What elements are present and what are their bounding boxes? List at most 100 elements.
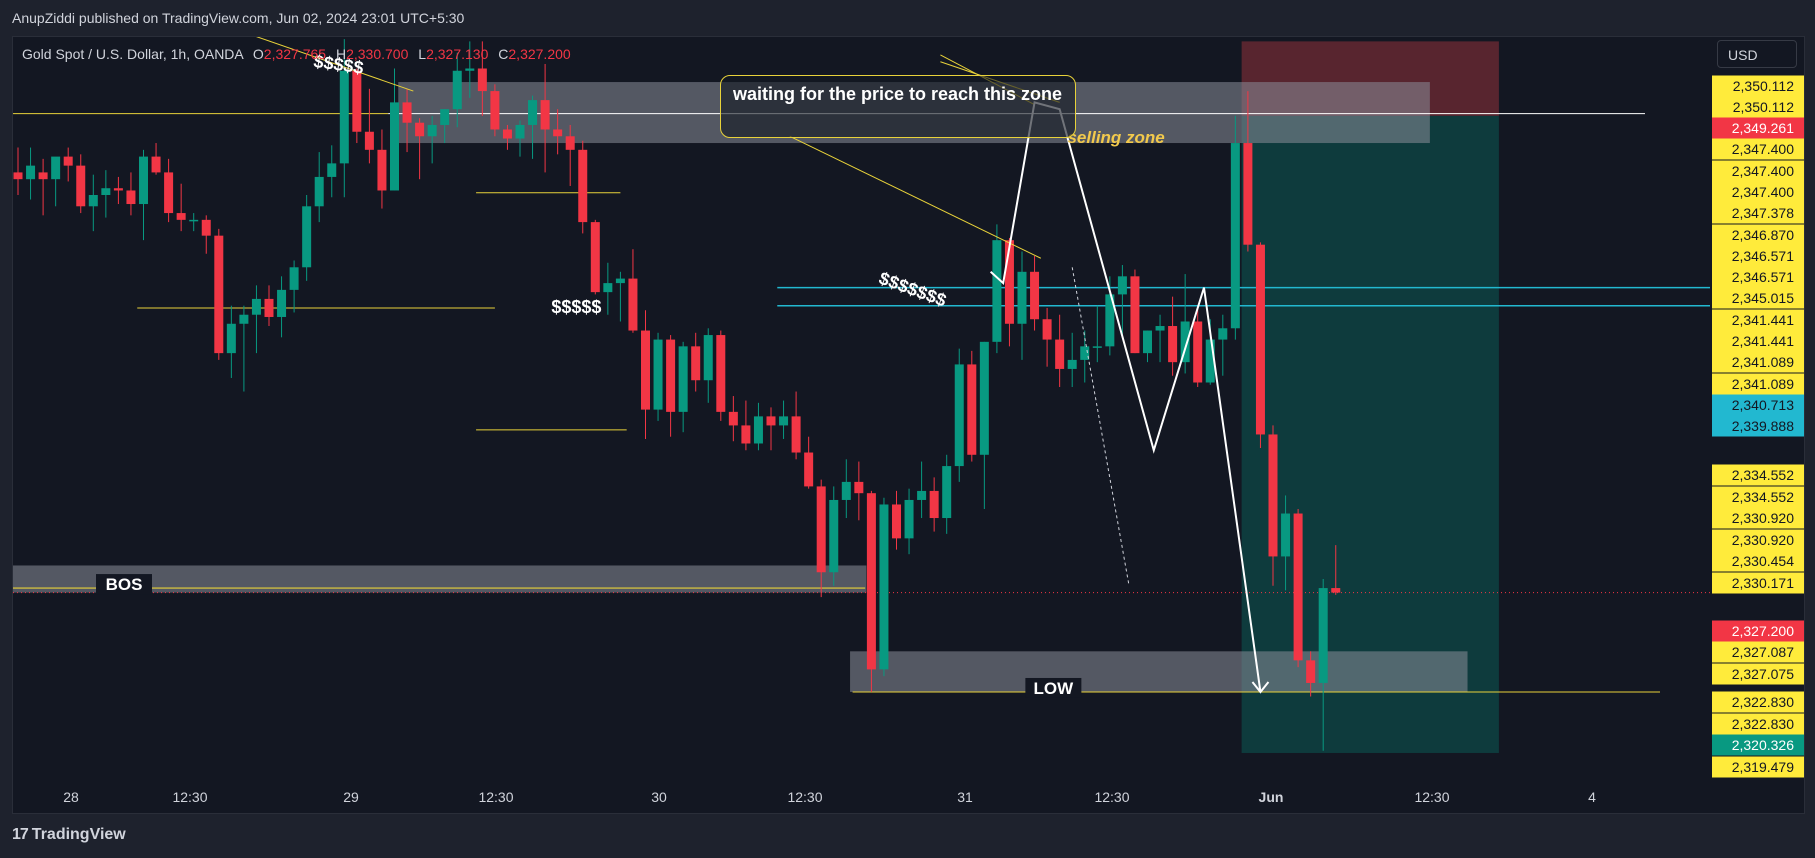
candle-body (1080, 346, 1090, 360)
price-label: 2,350.112 (1733, 78, 1794, 94)
candle-body (302, 206, 312, 268)
price-label-bg (1712, 620, 1804, 642)
price-label-bg (1712, 117, 1804, 139)
close-label: C (498, 46, 509, 62)
bos-label-bg (96, 574, 152, 595)
candle-body (1092, 346, 1102, 348)
tradingview-logo-icon: 17 (12, 826, 29, 843)
price-label: 2,339.888 (1732, 418, 1794, 434)
price-label: 2,330.920 (1732, 510, 1794, 526)
candle-body (1193, 321, 1203, 383)
symbol-legend[interactable]: Gold Spot / U.S. Dollar, 1h, OANDA O2,32… (22, 46, 571, 62)
price-label-bg (1712, 486, 1804, 508)
candle-body (528, 100, 538, 125)
candle-body (653, 339, 663, 410)
x-tick-label: 31 (957, 789, 973, 805)
candle-body (917, 490, 927, 500)
symbol-name[interactable]: Gold Spot / U.S. Dollar, 1h, OANDA (22, 46, 243, 62)
projected-path-arrow (1251, 681, 1270, 694)
candle-body (892, 504, 901, 539)
price-label: 2,327.200 (1732, 623, 1794, 639)
candle-body (490, 91, 500, 130)
low-label: LOW (1034, 679, 1075, 698)
price-label-bg (1712, 181, 1804, 203)
candle-body (1168, 326, 1178, 363)
price-label: 2,347.378 (1732, 205, 1794, 221)
price-label: 2,350.112 (1733, 99, 1794, 115)
price-label: 2,347.400 (1732, 141, 1794, 157)
price-label-bg (1712, 138, 1804, 160)
price-label: 2,334.552 (1732, 467, 1794, 483)
x-tick-label: 29 (343, 789, 359, 805)
candle-body (201, 219, 211, 236)
currency-button[interactable]: USD (1717, 40, 1797, 68)
candle-body (390, 102, 399, 191)
candle-body (578, 149, 588, 223)
low-label-bg (1025, 677, 1082, 698)
candle-body (1293, 513, 1303, 661)
candle-body (716, 335, 726, 412)
candle-body (1331, 588, 1341, 593)
open-value: 2,327.765 (263, 46, 327, 62)
candle-body (1243, 143, 1253, 245)
candle-body (1117, 276, 1127, 295)
candle-body (753, 416, 763, 444)
candle-body (264, 298, 274, 317)
candle-body (88, 194, 98, 207)
price-label-bg (1712, 245, 1804, 267)
price-label-bg (1712, 287, 1804, 309)
price-label: 2,330.171 (1732, 575, 1794, 591)
candle-body (1318, 588, 1328, 683)
candle-body (314, 176, 324, 207)
price-label: 2,322.830 (1732, 716, 1794, 732)
price-label: 2,341.441 (1732, 333, 1794, 349)
candle-body (1306, 660, 1316, 683)
price-label: 2,330.920 (1732, 532, 1794, 548)
candle-body (854, 481, 864, 494)
candle-body (440, 109, 450, 125)
candle-body (251, 298, 261, 315)
high-value: 2,330.700 (346, 46, 409, 62)
price-label: 2,340.713 (1732, 397, 1794, 413)
candle-body (26, 165, 36, 180)
low-value: 2,327.130 (426, 46, 489, 62)
price-label-bg (1712, 550, 1804, 572)
candle-body (38, 172, 48, 180)
x-tick-label: 12:30 (1414, 789, 1449, 805)
candle-body (703, 335, 713, 381)
candle-body (139, 156, 148, 205)
annotation-note[interactable]: waiting for the price to reach this zone (720, 75, 1076, 138)
candle-body (628, 278, 638, 331)
candle-body (1268, 434, 1278, 557)
candle-body (590, 222, 600, 293)
x-tick-label: Jun (1259, 789, 1284, 805)
selling-zone-label: selling zone (1067, 128, 1164, 147)
candle-body (352, 70, 362, 132)
candle-body (1155, 326, 1165, 331)
candle-body (1143, 330, 1152, 354)
candle-body (779, 416, 789, 426)
target-zone (1241, 115, 1499, 753)
price-label: 2,345.015 (1732, 290, 1794, 306)
candle-body (728, 411, 738, 426)
candle-body (126, 190, 136, 205)
price-label-bg (1712, 464, 1804, 486)
price-label: 2,341.089 (1732, 376, 1794, 392)
bos-label: BOS (106, 575, 143, 594)
tradingview-logo[interactable]: 17 TradingView (12, 826, 126, 844)
candle-body (1205, 339, 1215, 383)
price-label: 2,347.400 (1732, 163, 1794, 179)
price-label: 2,341.441 (1732, 312, 1794, 328)
x-tick-label: 12:30 (172, 789, 207, 805)
price-label: 2,346.571 (1732, 248, 1794, 264)
candle-body (277, 289, 287, 317)
candle-body (1230, 143, 1240, 329)
trendline-1 (256, 37, 414, 92)
candle-body (741, 425, 751, 444)
price-label-bg (1712, 713, 1804, 735)
price-label-bg (1712, 330, 1804, 352)
candle-body (151, 156, 161, 173)
projection-dashed (1071, 267, 1130, 584)
